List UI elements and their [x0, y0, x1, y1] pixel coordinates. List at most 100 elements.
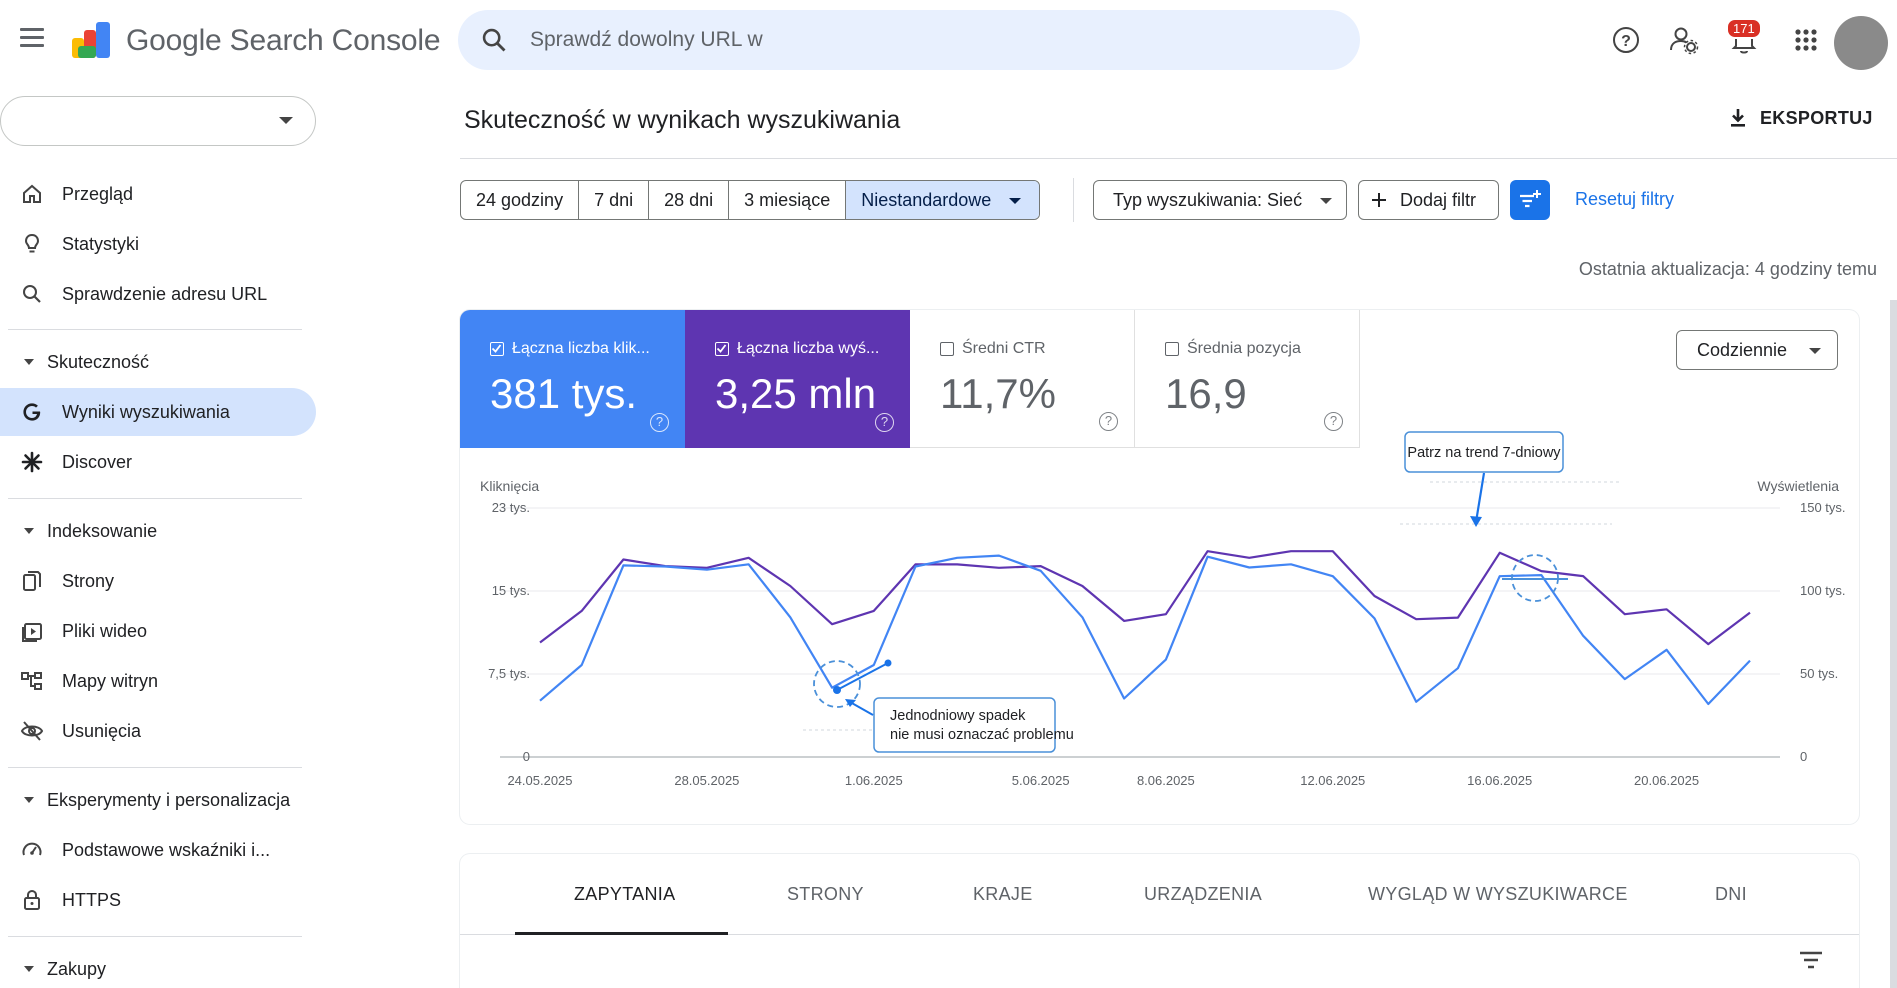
metric-value: 381 tys.: [490, 370, 638, 417]
user-settings-icon[interactable]: [1664, 20, 1704, 60]
date-range-24h[interactable]: 24 godziny: [461, 181, 580, 219]
sidebar-item-pages[interactable]: Strony: [0, 557, 316, 605]
metric-impressions-card[interactable]: Łączna liczba wyś... 3,25 mln ?: [685, 310, 910, 448]
sidebar-item-label: Sprawdzenie adresu URL: [62, 283, 268, 304]
asterisk-icon: [21, 451, 43, 473]
menu-icon[interactable]: [20, 28, 44, 48]
lock-icon: [24, 889, 40, 910]
filter-separator: [1073, 178, 1074, 222]
tab-dates[interactable]: DNI: [1715, 884, 1747, 904]
sidebar-item-sitemaps[interactable]: Mapy witryn: [0, 657, 316, 705]
trend-highlight-circle: [1511, 554, 1559, 602]
notifications-badge: 171: [1726, 18, 1762, 39]
last-update-text: Ostatnia aktualizacja: 4 godziny temu: [1578, 259, 1877, 279]
search-type-filter[interactable]: Typ wyszukiwania: Sieć: [1093, 180, 1347, 220]
apps-grid-icon[interactable]: [1786, 20, 1826, 60]
search-input[interactable]: [530, 20, 1330, 60]
metric-label-wrap: Średnia pozycja: [1165, 340, 1301, 358]
section-label: Skuteczność: [47, 351, 150, 372]
google-g-icon: [23, 403, 41, 421]
drop-callout-line2: nie musi oznaczać problemu: [890, 727, 1074, 743]
y-right-tick-label: 50 tys.: [1800, 666, 1838, 681]
drop-annotation: Jednodniowy spadek nie musi oznaczać pro…: [803, 659, 1074, 753]
sidebar-item-https[interactable]: HTTPS: [0, 876, 316, 924]
x-tick-label: 24.05.2025: [507, 773, 572, 788]
sidebar-item-removals[interactable]: Usunięcia: [0, 707, 316, 755]
sidebar-item-label: Mapy witryn: [62, 670, 159, 691]
clicks-series-line: [539, 554, 1751, 706]
tab-devices[interactable]: URZĄDZENIA: [1144, 884, 1263, 904]
date-range-28d[interactable]: 28 dni: [649, 181, 730, 219]
metric-value: 16,9: [1165, 370, 1247, 417]
top-bar: Google Search Console ? 171: [0, 0, 1897, 80]
y-left-tick-label: 0: [523, 749, 530, 764]
trend-callout-text: Patrz na trend 7-dniowy: [1407, 445, 1561, 461]
sidebar-item-core-web-vitals[interactable]: Podstawowe wskaźniki i...: [0, 826, 316, 874]
help-icon[interactable]: ?: [1324, 412, 1343, 431]
help-icon[interactable]: ?: [875, 413, 894, 432]
active-tab-indicator: [515, 932, 728, 935]
page-scrollbar[interactable]: [1890, 300, 1897, 988]
x-tick-label: 16.06.2025: [1467, 773, 1532, 788]
date-range-custom[interactable]: Niestandardowe: [846, 181, 1040, 219]
tab-countries[interactable]: KRAJE: [973, 884, 1033, 904]
export-label: EKSPORTUJ: [1760, 107, 1873, 128]
sidebar-section-shopping[interactable]: Zakupy: [0, 949, 316, 988]
date-range-7d[interactable]: 7 dni: [579, 181, 650, 219]
chevron-down-icon: [279, 117, 293, 124]
help-icon[interactable]: ?: [650, 413, 669, 432]
url-inspection-search[interactable]: [458, 10, 1360, 70]
x-tick-label: 20.06.2025: [1634, 773, 1699, 788]
chevron-down-icon: [1320, 198, 1332, 204]
metric-ctr-card[interactable]: Średni CTR 11,7% ?: [910, 310, 1135, 448]
checkbox-unchecked-icon[interactable]: [1165, 342, 1179, 356]
search-type-label: Typ wyszukiwania: Sieć: [1113, 190, 1303, 210]
help-icon[interactable]: ?: [1606, 20, 1646, 60]
property-selector[interactable]: [0, 96, 316, 146]
tab-queries[interactable]: ZAPYTANIA: [574, 884, 676, 904]
sidebar-divider: [8, 936, 302, 937]
sidebar-item-url-inspection[interactable]: Sprawdzenie adresu URL: [0, 270, 316, 318]
filter-settings-button[interactable]: [1510, 180, 1550, 220]
sidebar-item-label: Discover: [62, 451, 133, 472]
performance-chart: Kliknięcia Wyświetlenia 23 tys. 150 tys. 1…: [480, 431, 1846, 788]
pages-icon: [23, 571, 41, 591]
sidebar-item-videos[interactable]: Pliki wideo: [0, 607, 316, 655]
collapse-arrow-icon: [24, 359, 34, 365]
metric-position-card[interactable]: Średnia pozycja 16,9 ?: [1135, 310, 1360, 448]
sidebar-item-overview[interactable]: Przegląd: [0, 170, 316, 218]
sidebar-section-indexing[interactable]: Indeksowanie: [0, 511, 316, 551]
tab-pages[interactable]: STRONY: [787, 884, 864, 904]
metric-clicks-card[interactable]: Łączna liczba klik... 381 tys. ?: [460, 310, 685, 448]
frequency-dropdown[interactable]: Codziennie: [1676, 330, 1838, 370]
search-icon: [23, 285, 41, 303]
export-button[interactable]: EKSPORTUJ: [1726, 106, 1873, 130]
sidebar-item-search-results[interactable]: Wyniki wyszukiwania: [0, 388, 316, 436]
metric-value: 3,25 mln: [715, 370, 877, 417]
sidebar-section-experiments[interactable]: Eksperymenty i personalizacja: [0, 780, 316, 820]
collapse-arrow-icon: [24, 528, 34, 534]
y-right-tick-label: 0: [1800, 749, 1807, 764]
search-console-logo: [72, 22, 110, 58]
table-filter-icon[interactable]: [1798, 950, 1824, 970]
checkbox-checked-icon[interactable]: [490, 342, 504, 356]
date-range-3m[interactable]: 3 miesiące: [729, 181, 847, 219]
checkbox-unchecked-icon[interactable]: [940, 342, 954, 356]
drop-highlight-circle: [813, 660, 861, 708]
x-tick-label: 28.05.2025: [674, 773, 739, 788]
reset-filters-link[interactable]: Resetuj filtry: [1575, 189, 1675, 209]
impressions-series-line: [539, 550, 1751, 646]
right-axis-title: Wyświetlenia: [1757, 478, 1839, 494]
account-avatar[interactable]: [1834, 16, 1888, 70]
y-right-tick-label: 100 tys.: [1800, 583, 1846, 598]
sidebar-item-label: Przegląd: [62, 183, 134, 204]
sidebar-item-insights[interactable]: Statystyki: [0, 220, 316, 268]
tab-search-appearance[interactable]: WYGLĄD W WYSZUKIWARCE: [1368, 884, 1628, 904]
sidebar-item-label: Statystyki: [62, 233, 140, 254]
add-filter-button[interactable]: Dodaj filtr: [1358, 180, 1499, 220]
sidebar-section-performance[interactable]: Skuteczność: [0, 342, 316, 382]
help-icon[interactable]: ?: [1099, 412, 1118, 431]
checkbox-checked-icon[interactable]: [715, 342, 729, 356]
sidebar-item-discover[interactable]: Discover: [0, 438, 316, 486]
metric-label: Średnia pozycja: [1187, 340, 1301, 357]
